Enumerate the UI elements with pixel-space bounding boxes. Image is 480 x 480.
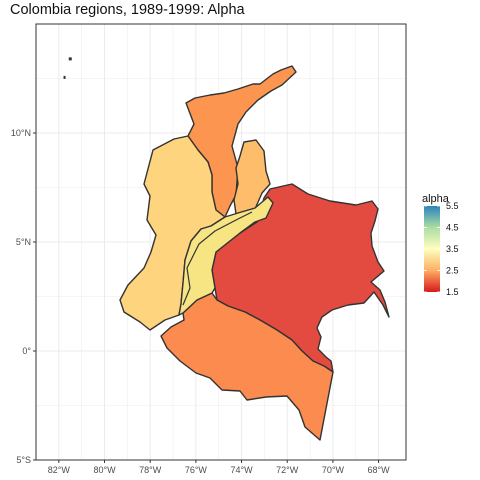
y-tick-label: 0° bbox=[22, 346, 31, 356]
legend-label: 4.5 bbox=[446, 223, 459, 233]
x-tick-label: 82°W bbox=[48, 465, 71, 475]
x-tick-label: 74°W bbox=[231, 465, 254, 475]
legend-label: 3.5 bbox=[446, 244, 459, 254]
y-axis: 10°N 5°N 0° 5°S bbox=[11, 128, 36, 465]
y-tick-label: 10°N bbox=[11, 128, 31, 138]
x-axis: 82°W 80°W 78°W 76°W 74°W 72°W 70°W 68°W bbox=[48, 460, 390, 475]
x-tick-label: 72°W bbox=[276, 465, 299, 475]
x-tick-label: 78°W bbox=[139, 465, 162, 475]
legend-label: 5.5 bbox=[446, 201, 459, 211]
x-tick-label: 70°W bbox=[322, 465, 345, 475]
island-providencia bbox=[69, 57, 72, 60]
legend-label: 2.5 bbox=[446, 266, 459, 276]
legend-label: 1.5 bbox=[446, 287, 459, 297]
x-tick-label: 80°W bbox=[93, 465, 116, 475]
island-san-andres bbox=[64, 76, 66, 79]
y-tick-label: 5°N bbox=[16, 237, 31, 247]
y-tick-label: 5°S bbox=[16, 455, 31, 465]
x-tick-label: 76°W bbox=[185, 465, 208, 475]
x-tick-label: 68°W bbox=[368, 465, 391, 475]
